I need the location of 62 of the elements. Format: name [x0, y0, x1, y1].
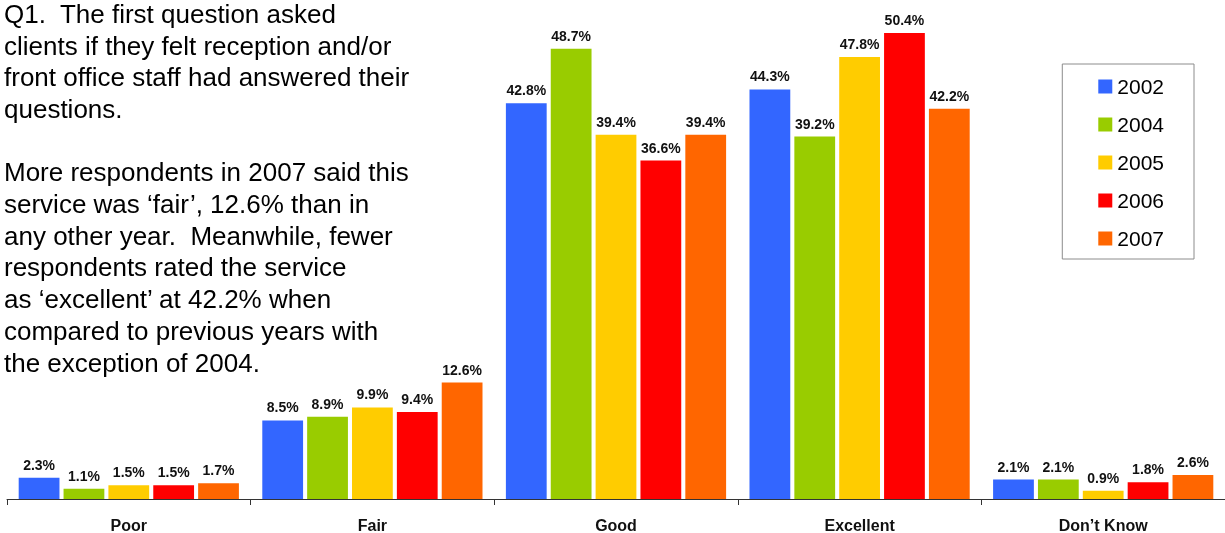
legend-label: 2007 [1117, 227, 1164, 250]
bar [1172, 474, 1214, 499]
bar [505, 103, 547, 499]
annotation: Q1. The first question asked clients if they felt reception and/or front office staff had answered their questions. [4, 0, 410, 124]
bar [63, 488, 105, 499]
bar [550, 48, 592, 499]
bar [198, 483, 239, 499]
bar [993, 479, 1034, 499]
legend-label: 2002 [1117, 75, 1164, 98]
data-label: 48.7% [551, 27, 592, 44]
data-label: 42.2% [929, 87, 970, 104]
data-label: 1.1% [67, 467, 101, 484]
bar [307, 416, 348, 499]
bar [884, 33, 925, 499]
data-label: 47.8% [839, 36, 880, 53]
data-label: 39.4% [685, 113, 727, 130]
x-tick-label: Good [595, 516, 637, 533]
data-label: 42.8% [506, 82, 547, 99]
annotation: More respondents in 2007 said this service was ‘fair’, 12.6% than in any other year. Meanwhile, fewer respondents rated the service as ‘excellent’ at 42.2% when compared to previous years with the exception of 2004. [4, 157, 409, 378]
data-label: 1.8% [1132, 461, 1165, 478]
data-label: 0.9% [1087, 469, 1120, 486]
data-label: 1.5% [112, 464, 146, 481]
bar [839, 57, 880, 499]
bar [685, 134, 727, 499]
bar [262, 420, 304, 499]
data-label: 1.5% [157, 464, 191, 481]
bar [441, 382, 483, 499]
data-label: 2.6% [1176, 453, 1210, 470]
bar [595, 134, 637, 499]
bar [18, 477, 60, 499]
data-label: 9.4% [401, 391, 434, 408]
data-label: 8.9% [311, 395, 345, 412]
data-label: 36.6% [641, 139, 682, 156]
legend-label: 2006 [1117, 189, 1164, 212]
bar [640, 160, 682, 499]
legend-label: 2004 [1117, 113, 1165, 136]
data-label: 44.3% [750, 68, 791, 85]
data-label: 8.5% [266, 399, 300, 416]
bar [108, 485, 150, 499]
data-label: 2.1% [997, 458, 1030, 475]
data-label: 39.4% [596, 113, 637, 130]
legend-label: 2005 [1117, 151, 1164, 174]
bar [749, 89, 791, 499]
x-tick-label: Fair [357, 516, 388, 533]
data-label: 39.2% [794, 115, 836, 132]
data-label: 50.4% [884, 12, 925, 28]
x-tick-label: Poor [110, 516, 148, 533]
bar [396, 412, 438, 499]
bar [1037, 479, 1079, 499]
data-label: 1.7% [202, 462, 236, 479]
bar [928, 108, 970, 499]
data-label: 9.9% [356, 386, 389, 403]
data-label: 2.3% [23, 456, 56, 473]
bar [1082, 490, 1124, 499]
data-label: 2.1% [1042, 458, 1075, 475]
bar [352, 407, 393, 499]
bar [794, 136, 836, 499]
bar [1127, 482, 1169, 499]
x-tick-label: Excellent [824, 516, 896, 533]
bar [153, 485, 195, 499]
data-label: 12.6% [442, 361, 483, 378]
x-tick-label: Don’t Know [1058, 516, 1149, 533]
